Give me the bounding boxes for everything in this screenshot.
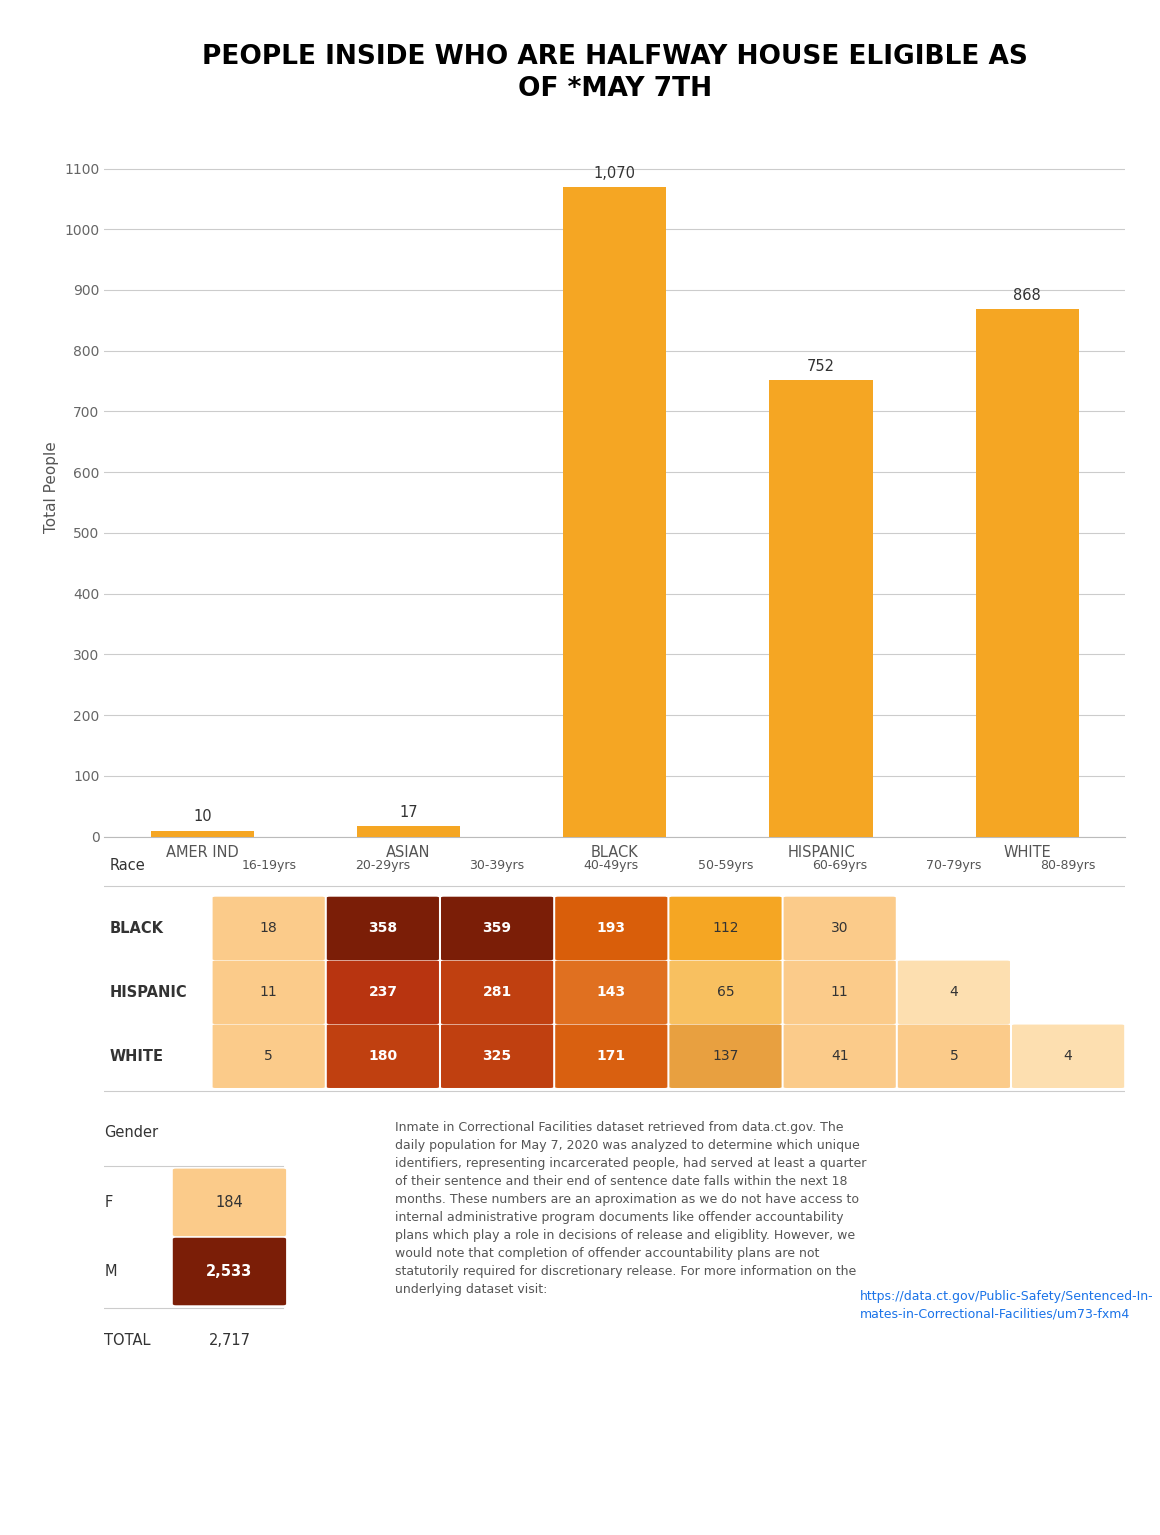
Text: 868: 868 <box>1014 289 1042 304</box>
Text: 41: 41 <box>831 1050 848 1064</box>
Text: 16-19yrs: 16-19yrs <box>241 858 296 872</box>
FancyBboxPatch shape <box>898 961 1010 1024</box>
Bar <box>976 310 1079 837</box>
Text: 60-69yrs: 60-69yrs <box>812 858 868 872</box>
Text: 5: 5 <box>950 1050 958 1064</box>
FancyBboxPatch shape <box>784 961 896 1024</box>
Text: 30: 30 <box>831 921 848 935</box>
Text: PEOPLE INSIDE WHO ARE HALFWAY HOUSE ELIGIBLE AS
OF *MAY 7TH: PEOPLE INSIDE WHO ARE HALFWAY HOUSE ELIG… <box>202 45 1028 101</box>
Text: 80-89yrs: 80-89yrs <box>1041 858 1096 872</box>
Text: Gender: Gender <box>104 1125 159 1141</box>
Text: 112: 112 <box>712 921 739 935</box>
FancyBboxPatch shape <box>784 896 896 959</box>
Text: 50-59yrs: 50-59yrs <box>698 858 753 872</box>
Text: 184: 184 <box>216 1194 244 1210</box>
Text: https://data.ct.gov/Public-Safety/Sentenced-In-
mates-in-Correctional-Facilities: https://data.ct.gov/Public-Safety/Senten… <box>860 1289 1153 1320</box>
Text: 143: 143 <box>596 985 626 999</box>
Text: 325: 325 <box>483 1050 512 1064</box>
Text: Inmate in Correctional Facilities dataset retrieved from data.ct.gov. The
daily : Inmate in Correctional Facilities datase… <box>396 1121 867 1296</box>
Text: 359: 359 <box>483 921 512 935</box>
Text: 180: 180 <box>369 1050 398 1064</box>
FancyBboxPatch shape <box>669 896 782 959</box>
FancyBboxPatch shape <box>327 896 438 959</box>
FancyBboxPatch shape <box>212 961 325 1024</box>
FancyBboxPatch shape <box>173 1168 287 1236</box>
Text: BLACK: BLACK <box>109 921 164 936</box>
FancyBboxPatch shape <box>173 1237 287 1305</box>
FancyBboxPatch shape <box>556 1024 667 1088</box>
Text: 1,070: 1,070 <box>594 166 636 181</box>
Text: 2,533: 2,533 <box>206 1263 253 1279</box>
FancyBboxPatch shape <box>441 961 553 1024</box>
Text: 10: 10 <box>193 809 211 824</box>
FancyBboxPatch shape <box>327 1024 438 1088</box>
Y-axis label: Total People: Total People <box>44 442 59 533</box>
Text: WHITE: WHITE <box>109 1048 164 1064</box>
Bar <box>357 826 461 837</box>
Text: 2,717: 2,717 <box>209 1334 251 1348</box>
FancyBboxPatch shape <box>212 1024 325 1088</box>
Text: HISPANIC: HISPANIC <box>109 985 187 999</box>
Text: 358: 358 <box>369 921 398 935</box>
Text: 17: 17 <box>399 806 418 820</box>
Text: 237: 237 <box>369 985 398 999</box>
Text: 4: 4 <box>1064 1050 1073 1064</box>
Text: Race: Race <box>109 858 145 872</box>
Text: 752: 752 <box>807 359 835 375</box>
Text: 30-39yrs: 30-39yrs <box>470 858 524 872</box>
Text: 11: 11 <box>831 985 849 999</box>
FancyBboxPatch shape <box>669 961 782 1024</box>
FancyBboxPatch shape <box>441 896 553 959</box>
Text: 40-49yrs: 40-49yrs <box>583 858 639 872</box>
Text: 281: 281 <box>483 985 512 999</box>
Text: M: M <box>104 1263 117 1279</box>
Text: 193: 193 <box>596 921 625 935</box>
Text: 4: 4 <box>950 985 958 999</box>
Text: 70-79yrs: 70-79yrs <box>926 858 981 872</box>
Bar <box>564 187 666 837</box>
Bar <box>151 830 254 837</box>
Text: F: F <box>104 1194 113 1210</box>
FancyBboxPatch shape <box>556 896 667 959</box>
Text: 137: 137 <box>712 1050 739 1064</box>
Text: 11: 11 <box>260 985 277 999</box>
Text: 5: 5 <box>264 1050 273 1064</box>
FancyBboxPatch shape <box>556 961 667 1024</box>
FancyBboxPatch shape <box>898 1024 1010 1088</box>
FancyBboxPatch shape <box>784 1024 896 1088</box>
Text: 171: 171 <box>596 1050 626 1064</box>
FancyBboxPatch shape <box>327 961 438 1024</box>
Text: 20-29yrs: 20-29yrs <box>355 858 411 872</box>
FancyBboxPatch shape <box>441 1024 553 1088</box>
Bar <box>769 379 872 837</box>
FancyBboxPatch shape <box>212 896 325 959</box>
Text: 18: 18 <box>260 921 277 935</box>
Text: 65: 65 <box>717 985 734 999</box>
FancyBboxPatch shape <box>669 1024 782 1088</box>
FancyBboxPatch shape <box>1012 1024 1124 1088</box>
Text: TOTAL: TOTAL <box>104 1334 151 1348</box>
